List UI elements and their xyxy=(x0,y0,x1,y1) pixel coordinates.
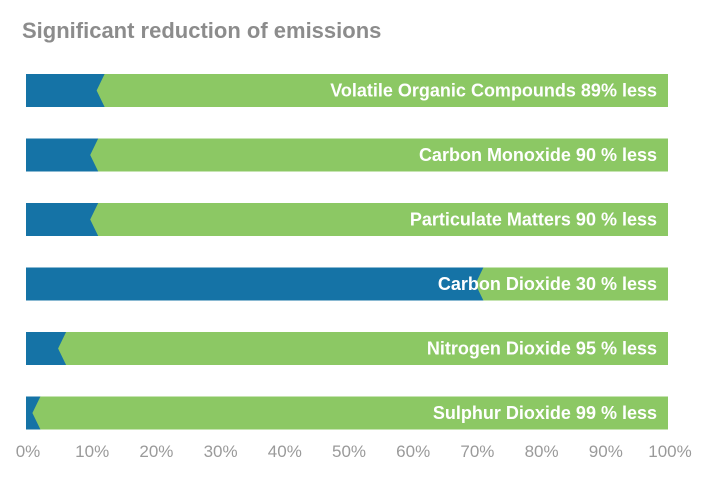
x-tick-label: 90% xyxy=(589,442,623,461)
chart-title: Significant reduction of emissions xyxy=(22,18,382,43)
bar-label: Nitrogen Dioxide 95 % less xyxy=(427,339,657,359)
bar-row: Sulphur Dioxide 99 % less xyxy=(26,396,669,430)
bar-reduction-segment xyxy=(58,332,669,365)
bar-reduction-segment xyxy=(32,396,669,430)
x-tick-label: 80% xyxy=(525,442,559,461)
x-tick-label: 60% xyxy=(396,442,430,461)
bar-row: Carbon Monoxide 90 % less xyxy=(26,138,668,172)
bar-label: Particulate Matters 90 % less xyxy=(410,210,657,230)
bar-label: Volatile Organic Compounds 89% less xyxy=(330,81,657,101)
bar-row: Particulate Matters 90 % less xyxy=(26,203,668,236)
x-tick-label: 70% xyxy=(460,442,494,461)
x-tick-label: 10% xyxy=(75,442,109,461)
bar-reduction-segment xyxy=(475,267,668,301)
bar-reduction-segment xyxy=(90,138,668,172)
bar-row: Volatile Organic Compounds 89% less xyxy=(26,74,669,107)
x-tick-label: 50% xyxy=(332,442,366,461)
bar-label: Carbon Dioxide 30 % less xyxy=(438,274,657,294)
bar-row: Nitrogen Dioxide 95 % less xyxy=(26,332,669,365)
bar-label: Sulphur Dioxide 99 % less xyxy=(433,403,657,423)
x-tick-label: 40% xyxy=(268,442,302,461)
x-tick-label: 100% xyxy=(648,442,691,461)
bar-reduction-segment xyxy=(90,203,668,236)
x-axis-ticks: 0% 10% 20% 30% 40% 50% 60% 70% 80% 90% 100% xyxy=(16,442,692,461)
bar-row: Carbon Dioxide 30 % less xyxy=(26,267,668,301)
bar-label: Carbon Monoxide 90 % less xyxy=(419,145,657,165)
bar-reduction-segment xyxy=(96,74,669,107)
x-tick-label: 20% xyxy=(139,442,173,461)
x-tick-label: 30% xyxy=(204,442,238,461)
bars-group: Volatile Organic Compounds 89% less Carbo… xyxy=(26,74,669,430)
x-tick-label: 0% xyxy=(16,442,41,461)
